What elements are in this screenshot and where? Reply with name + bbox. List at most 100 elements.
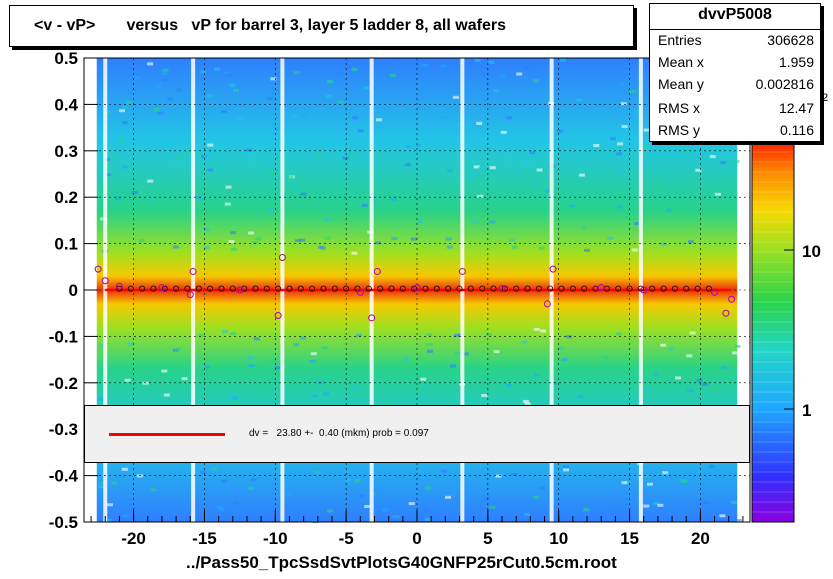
profile-marker — [207, 285, 214, 292]
heatmap-cell — [630, 386, 637, 390]
heatmap-cell — [314, 470, 321, 474]
heatmap-cell — [274, 127, 280, 131]
heatmap-cell — [559, 58, 566, 62]
profile-point — [711, 288, 719, 296]
heatmap-cell — [201, 154, 208, 158]
heatmap-cell — [619, 170, 625, 174]
heatmap-cell — [291, 114, 298, 118]
heatmap-cell — [419, 395, 426, 399]
heatmap-cell — [121, 121, 128, 125]
heatmap-cell — [298, 382, 305, 386]
heatmap-cell — [660, 242, 667, 246]
heatmap-cell — [473, 165, 480, 169]
heatmap-cell — [404, 519, 411, 523]
heatmap-cell — [561, 358, 568, 362]
x-tick-label: -15 — [192, 529, 217, 548]
x-tick-label: -5 — [339, 529, 354, 548]
heatmap-cell — [232, 501, 239, 505]
heatmap-cell — [493, 89, 500, 93]
heatmap-cell — [204, 155, 211, 159]
stats-row-rms-x: RMS x 12.47 — [658, 100, 814, 122]
heatmap-cell — [508, 238, 515, 242]
profile-marker — [501, 285, 508, 292]
heatmap-cell — [543, 99, 550, 103]
heatmap-cell — [533, 373, 540, 377]
heatmap-cell — [246, 148, 252, 152]
heatmap-cell — [311, 394, 318, 398]
heatmap-cell — [724, 151, 731, 155]
heatmap-cell — [515, 171, 522, 175]
heatmap-cell — [363, 86, 370, 90]
heatmap-cell — [539, 486, 546, 490]
heatmap-cell — [629, 90, 636, 93]
heatmap-cell — [577, 395, 584, 399]
heatmap-cell — [445, 495, 451, 499]
profile-marker — [581, 285, 588, 292]
heatmap-cell — [716, 469, 722, 472]
profile-point — [549, 265, 557, 273]
heatmap-cell — [578, 173, 585, 177]
heatmap-cell — [155, 85, 161, 89]
x-tick-label: -10 — [263, 529, 288, 548]
heatmap-cell — [593, 144, 600, 148]
heatmap-cell — [376, 118, 382, 122]
heatmap-cell — [522, 399, 529, 403]
heatmap-cell — [252, 241, 259, 245]
heatmap-cell — [631, 248, 638, 252]
profile-marker — [127, 285, 134, 292]
heatmap-cell — [127, 342, 134, 346]
heatmap-cell — [454, 123, 461, 127]
heatmap-cell — [583, 508, 590, 512]
heatmap-cell — [488, 60, 495, 64]
heatmap-cell — [247, 486, 254, 490]
heatmap-cell — [489, 505, 496, 509]
heatmap-cell — [390, 197, 397, 201]
heatmap-cell — [131, 190, 138, 194]
y-axis: 0.5 0.4 0.3 0.2 0.1 0 -0.1 -0.2 -0.3 -0.4 -0.5 — [49, 49, 98, 532]
heatmap-cell — [230, 247, 237, 251]
heatmap-cell — [689, 331, 696, 335]
heatmap-cell — [250, 478, 257, 482]
x-axis: -20 -15 -10 -5 0 5 10 15 20 — [90, 510, 744, 548]
y-tick-label: -0.4 — [49, 467, 79, 486]
heatmap-cell — [114, 196, 121, 200]
heatmap-cell — [695, 168, 702, 172]
profile-marker — [252, 285, 259, 292]
x-tick-label: 5 — [483, 529, 492, 548]
heatmap-cell — [622, 214, 629, 218]
heatmap-cell — [122, 105, 128, 109]
profile-marker — [388, 285, 395, 292]
profile-point — [356, 288, 364, 296]
stats-row-entries: Entries 306628 — [658, 32, 814, 54]
stats-label: Mean y — [658, 76, 704, 92]
legend-line-sample — [109, 433, 225, 436]
heatmap-cell — [653, 383, 660, 387]
stats-value: 0.002816 — [755, 76, 814, 92]
heatmap-cell — [652, 501, 659, 505]
heatmap-cell — [326, 80, 333, 83]
heatmap-cell — [133, 76, 140, 80]
profile-marker — [365, 285, 372, 292]
heatmap-cell — [220, 110, 227, 114]
heatmap-cell — [702, 382, 709, 386]
heatmap-cell — [446, 245, 453, 249]
heatmap-cell — [390, 74, 396, 77]
profile-marker — [331, 285, 338, 292]
heatmap-cell — [211, 467, 218, 471]
heatmap-cell — [168, 142, 175, 146]
heatmap-cell — [511, 245, 518, 249]
profile-point — [640, 286, 648, 294]
heatmap-cell — [489, 166, 496, 170]
heatmap-cell — [563, 468, 569, 472]
heatmap-cell — [121, 467, 128, 471]
heatmap-cell — [224, 202, 231, 206]
heatmap-cell — [422, 64, 428, 68]
heatmap-cell — [100, 481, 107, 485]
profile-marker — [218, 285, 225, 292]
profile-point — [186, 291, 194, 299]
heatmap-cell — [294, 239, 301, 243]
heatmap-cell — [395, 58, 402, 62]
heatmap-cell — [318, 245, 325, 249]
heatmap-cell — [720, 160, 727, 164]
profile-marker — [467, 285, 474, 292]
